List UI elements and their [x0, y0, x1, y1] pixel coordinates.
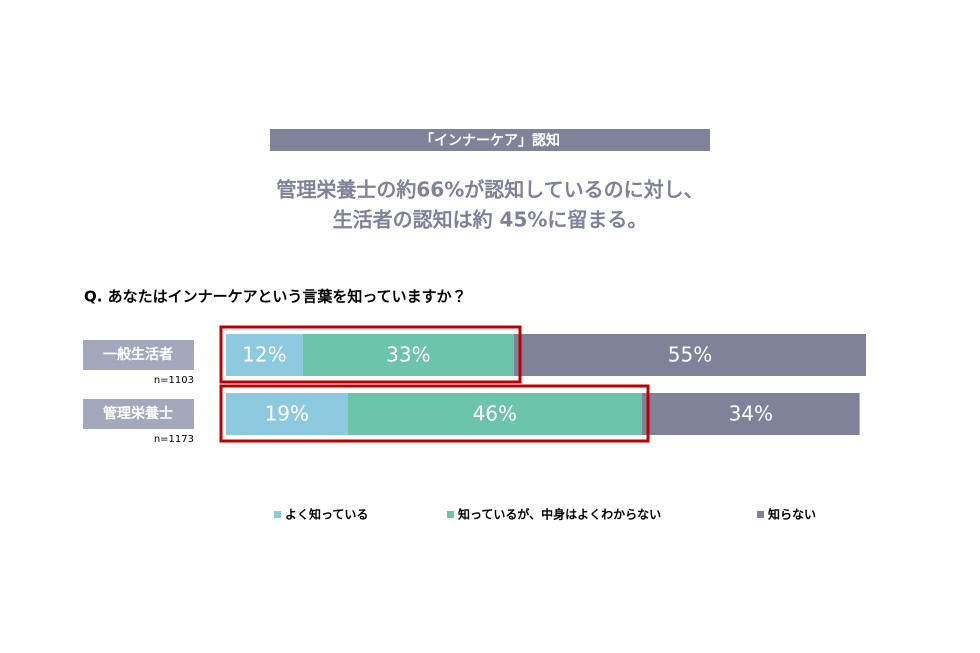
legend-swatch: [757, 511, 764, 518]
sample-size: n=1173: [154, 434, 194, 445]
bar-segment: [226, 393, 348, 435]
subtitle: 管理栄養士の約66%が認知しているのに対し、: [276, 178, 703, 202]
bar-segment: [514, 334, 866, 376]
title-banner: [270, 129, 710, 151]
sample-size: n=1103: [154, 375, 194, 386]
value-label: 33%: [386, 343, 430, 367]
legend-swatch: [274, 511, 281, 518]
highlight-box: [219, 384, 650, 443]
bar-segment: [347, 393, 642, 435]
bar-segment: [226, 334, 303, 376]
category-box: [83, 340, 194, 370]
category-box: [83, 399, 194, 429]
legend-label: 知らない: [767, 507, 816, 522]
legend-label: よく知っている: [285, 507, 368, 522]
subtitle: 生活者の認知は約 45%に留まる。: [333, 208, 648, 232]
value-label: 12%: [242, 343, 286, 367]
chart-title: 「インナーケア」認知: [420, 132, 560, 149]
bar-segment: [642, 393, 860, 435]
bar-segment: [302, 334, 514, 376]
legend-label: 知っているが、中身はよくわからない: [457, 507, 661, 522]
value-label: 55%: [668, 343, 712, 367]
question: Q. あなたはインナーケアという言葉を知っていますか？: [84, 288, 467, 306]
legend-swatch: [447, 511, 454, 518]
highlight-box: [219, 325, 522, 384]
value-label: 46%: [473, 402, 517, 426]
value-label: 34%: [729, 402, 773, 426]
value-label: 19%: [265, 402, 309, 426]
category-label: 一般生活者: [103, 346, 173, 363]
category-label: 管理栄養士: [103, 405, 173, 422]
